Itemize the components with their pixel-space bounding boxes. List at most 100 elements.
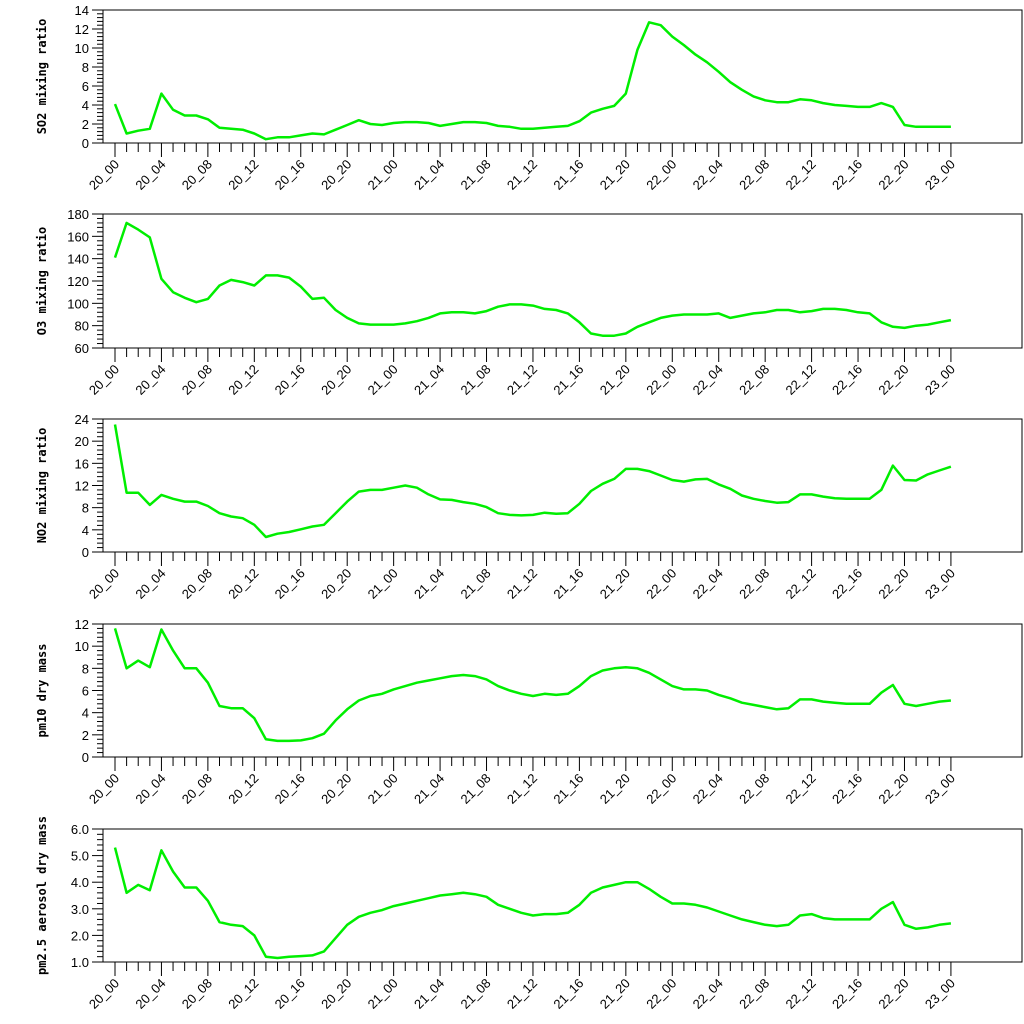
- y-tick-label: 16: [75, 456, 89, 471]
- x-tick-label: 23_00: [922, 362, 958, 398]
- x-tick-label: 21_12: [504, 362, 540, 398]
- y-tick-label: 12: [75, 479, 89, 494]
- x-tick-label: 22_12: [783, 771, 819, 807]
- y-tick-label: 0: [82, 750, 89, 765]
- x-tick-label: 22_12: [783, 566, 819, 602]
- x-tick-label: 20_04: [132, 566, 168, 602]
- x-tick-label: 20_08: [179, 566, 215, 602]
- x-tick-label: 21_20: [597, 566, 633, 602]
- x-tick-label: 20_16: [272, 771, 308, 807]
- x-tick-label: 22_16: [829, 362, 865, 398]
- x-tick-label: 20_20: [318, 362, 354, 398]
- x-tick-label: 21_12: [504, 566, 540, 602]
- y-tick-label: 2: [82, 728, 89, 743]
- y-tick-label: 4.0: [71, 875, 89, 890]
- x-tick-label: 21_04: [411, 157, 447, 193]
- x-tick-label: 20_12: [225, 771, 261, 807]
- x-tick-label: 21_20: [597, 157, 633, 193]
- y-tick-label: 6.0: [71, 822, 89, 837]
- series-line: [113, 628, 952, 743]
- x-tick-label: 20_20: [318, 157, 354, 193]
- x-tick-label: 21_08: [457, 157, 493, 193]
- y-tick-label: 8: [82, 501, 89, 516]
- chart-panel-1: 0 2 4 6 8 10 12 14 SO2 mixing ratio 20_00 20_04 20_…: [35, 3, 1023, 193]
- x-tick-label: 22_00: [643, 566, 679, 602]
- x-tick-label: 21_08: [457, 362, 493, 398]
- x-tick-label: 20_00: [86, 362, 122, 398]
- x-tick-label: 22_04: [690, 976, 726, 1012]
- y-tick-label: 12: [75, 22, 89, 37]
- x-tick-label: 22_08: [736, 566, 772, 602]
- x-tick-label: 21_00: [365, 362, 401, 398]
- x-tick-label: 21_16: [550, 157, 586, 193]
- x-tick-label: 21_00: [365, 157, 401, 193]
- x-tick-label: 21_04: [411, 566, 447, 602]
- x-tick-label: 22_00: [643, 157, 679, 193]
- x-tick-label: 21_16: [550, 362, 586, 398]
- y-tick-label: 80: [75, 319, 89, 334]
- x-tick-label: 20_04: [132, 771, 168, 807]
- x-tick-label: 20_12: [225, 566, 261, 602]
- x-tick-label: 22_16: [829, 771, 865, 807]
- x-tick-label: 21_00: [365, 976, 401, 1012]
- x-tick-label: 22_16: [829, 566, 865, 602]
- x-tick-label: 20_08: [179, 976, 215, 1012]
- x-tick-label: 20_00: [86, 566, 122, 602]
- x-tick-label: 20_16: [272, 976, 308, 1012]
- x-tick-label: 22_00: [643, 362, 679, 398]
- x-tick-label: 22_08: [736, 771, 772, 807]
- x-tick-label: 20_00: [86, 771, 122, 807]
- x-tick-label: 21_04: [411, 362, 447, 398]
- x-tick-label: 22_16: [829, 157, 865, 193]
- x-tick-label: 22_08: [736, 976, 772, 1012]
- y-tick-label: 4: [82, 98, 89, 113]
- x-tick-label: 20_00: [86, 976, 122, 1012]
- x-tick-label: 23_00: [922, 566, 958, 602]
- x-tick-label: 22_04: [690, 157, 726, 193]
- x-tick-label: 21_00: [365, 566, 401, 602]
- chart-panel-2: 60 80 100 120 140 160 180 O3 mixing ratio 20_00 2…: [35, 207, 1023, 398]
- x-tick-label: 20_16: [272, 362, 308, 398]
- x-tick-label: 21_08: [457, 976, 493, 1012]
- y-tick-label: 6: [82, 684, 89, 699]
- x-tick-label: 21_12: [504, 976, 540, 1012]
- x-tick-label: 20_20: [318, 566, 354, 602]
- x-tick-label: 22_12: [783, 157, 819, 193]
- x-tick-label: 20_08: [179, 771, 215, 807]
- chart-panel-3: 0 4 8 12 16 20 24 NO2 mixing ratio 20_00 20_04 20_…: [35, 412, 1023, 602]
- y-tick-label: 100: [67, 296, 89, 311]
- x-tick-label: 20_16: [272, 566, 308, 602]
- x-tick-label: 22_20: [875, 157, 911, 193]
- y-tick-label: 2.0: [71, 928, 89, 943]
- y-tick-label: 160: [67, 229, 89, 244]
- y-axis-title: pm2.5 aerosol dry mass: [35, 816, 49, 975]
- x-tick-label: 20_20: [318, 771, 354, 807]
- y-tick-label: 6: [82, 79, 89, 94]
- series-line: [113, 424, 952, 539]
- chart-panel-5: 1.0 2.0 3.0 4.0 5.0 6.0 pm2.5 aerosol dry mass…: [35, 816, 1023, 1012]
- x-tick-label: 23_00: [922, 771, 958, 807]
- x-tick-label: 22_12: [783, 362, 819, 398]
- x-tick-label: 20_16: [272, 157, 308, 193]
- x-tick-label: 20_00: [86, 157, 122, 193]
- plot-frame: [102, 828, 1023, 963]
- x-tick-label: 22_20: [875, 566, 911, 602]
- x-tick-label: 20_12: [225, 157, 261, 193]
- y-tick-label: 14: [75, 3, 89, 18]
- y-axis-title: pm10 dry mass: [35, 644, 49, 738]
- x-tick-label: 21_08: [457, 771, 493, 807]
- series-line: [113, 221, 952, 337]
- x-tick-label: 22_04: [690, 566, 726, 602]
- x-tick-label: 22_20: [875, 976, 911, 1012]
- x-tick-label: 22_16: [829, 976, 865, 1012]
- y-tick-label: 5.0: [71, 849, 89, 864]
- y-axis-title: SO2 mixing ratio: [35, 19, 49, 135]
- x-tick-label: 21_04: [411, 771, 447, 807]
- x-tick-label: 20_04: [132, 362, 168, 398]
- x-tick-label: 21_12: [504, 157, 540, 193]
- x-tick-label: 22_00: [643, 976, 679, 1012]
- x-tick-label: 21_20: [597, 771, 633, 807]
- y-tick-label: 4: [82, 706, 89, 721]
- y-tick-label: 12: [75, 617, 89, 632]
